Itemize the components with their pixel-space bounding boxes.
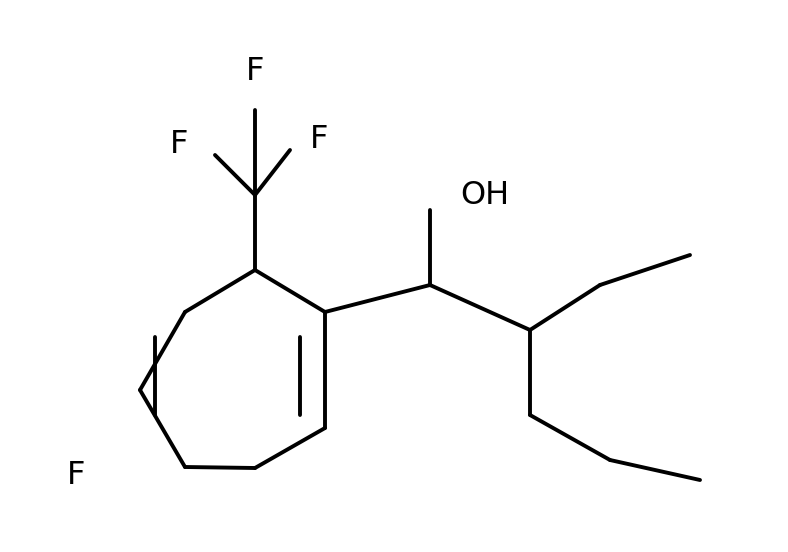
Text: F: F [67,459,85,491]
Text: OH: OH [460,179,509,210]
Text: F: F [169,130,188,161]
Text: F: F [310,125,329,156]
Text: F: F [246,56,264,88]
